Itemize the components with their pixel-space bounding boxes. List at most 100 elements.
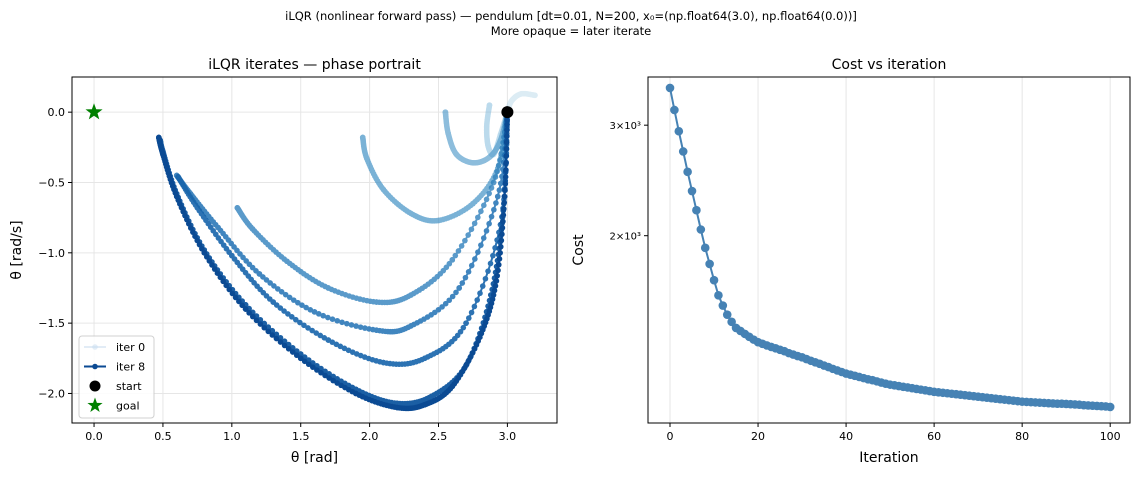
x-tick-label: 2.0 (361, 430, 379, 443)
x-tick-label: 0.0 (85, 430, 103, 443)
x-tick-label: 0.5 (154, 430, 172, 443)
iterate-point (325, 314, 331, 321)
iterate-point (501, 199, 508, 206)
suptitle-line2: More opaque = later iterate (491, 24, 652, 38)
iterate-point (482, 275, 489, 282)
iterate-point (484, 134, 490, 140)
iterate-point (484, 138, 491, 144)
iterate-point (209, 262, 215, 268)
iterate-point (509, 97, 515, 104)
cost-point (718, 301, 728, 310)
iterate-point (211, 266, 218, 272)
iterate-point (462, 274, 469, 281)
iterate-point (301, 322, 307, 329)
iterate-point (522, 90, 529, 97)
iterate-point (484, 115, 491, 121)
iterate-point (484, 139, 491, 146)
iterate-point (485, 143, 491, 149)
y-tick-label: −1.5 (38, 317, 65, 330)
iterate-point (278, 289, 285, 295)
x-tick-label: 80 (1015, 430, 1029, 443)
iterate-point (297, 319, 303, 326)
iterate-point (290, 297, 297, 303)
iterate-point (458, 243, 465, 249)
iterate-point (503, 160, 509, 166)
iterate-point (194, 237, 201, 244)
iterate-point (301, 358, 308, 365)
y-tick-label: −0.5 (38, 176, 65, 189)
phase-portrait-chart: 0.0 0.5 1.0 1.5 2.0 2.5 3.0 0.0 −0.5 −1.0 −1.5 −2.0… (9, 57, 558, 466)
iterate-point (265, 328, 272, 335)
iterate-point (293, 352, 300, 359)
iterate-point (315, 311, 322, 317)
iterate-point (456, 285, 462, 291)
iterate-point (446, 297, 453, 304)
iterate-point (455, 248, 462, 254)
iterate-point (498, 237, 505, 244)
iterate-point (223, 282, 230, 289)
cost-point (678, 147, 688, 156)
iterate-point (475, 249, 481, 255)
iterate-point (274, 286, 281, 292)
iterate-point (484, 121, 490, 128)
iterate-point (497, 180, 504, 187)
legend-star-icon (87, 397, 103, 412)
iterate-point (311, 309, 318, 315)
chart-title: Cost vs iteration (832, 57, 947, 73)
iterate-point (334, 317, 341, 324)
iterate-point (499, 231, 505, 237)
cost-point (683, 167, 692, 177)
iterate-point (499, 225, 506, 231)
iterate-point (485, 108, 492, 114)
iterate-point (466, 315, 472, 321)
iterate-point (484, 140, 491, 147)
iterate-point (520, 90, 526, 97)
iterate-point (483, 123, 490, 130)
iterate-point (343, 320, 350, 327)
iterate-point (220, 278, 227, 285)
iterate-point (465, 232, 471, 238)
iterate-point (330, 377, 336, 384)
iterate-point (486, 105, 492, 112)
y-axis-label: θ [rad/s] (9, 220, 25, 279)
iterate-series-5 (173, 109, 511, 335)
iterate-point (305, 325, 311, 331)
iterate-point (196, 241, 203, 248)
iterate-point (468, 226, 475, 233)
legend: iter 0 iter 8 start goal (78, 335, 155, 419)
iterate-point (175, 174, 181, 180)
iterate-point (487, 260, 494, 267)
cost-point (687, 186, 697, 196)
iterate-point (495, 162, 502, 169)
iterate-point (502, 187, 508, 194)
iterate-point (485, 144, 492, 150)
legend-label: iter 0 (116, 341, 145, 354)
iterate-point (507, 100, 514, 107)
x-tick-label: 2.5 (430, 430, 448, 443)
iterate-point (508, 98, 515, 104)
iterate-point (483, 123, 490, 130)
iterate-point (508, 98, 514, 105)
iterate-point (521, 90, 527, 97)
iterate-point (475, 214, 481, 221)
iterate-point (484, 116, 491, 123)
iterate-point (493, 278, 500, 284)
iterate-point (483, 196, 490, 203)
iterate-point (485, 145, 492, 151)
iterate-point (453, 289, 459, 296)
iterate-point (199, 245, 205, 252)
iterate-point (309, 327, 315, 334)
iterate-point (253, 317, 260, 324)
iterate-point (320, 312, 327, 319)
iterate-point (452, 252, 459, 259)
iterate-point (486, 102, 493, 108)
iterate-point (484, 113, 491, 119)
iterate-point (503, 146, 510, 152)
iterate-point (442, 300, 449, 307)
iterate-point (474, 297, 481, 303)
iterate-point (214, 270, 221, 276)
iterate-point (488, 185, 495, 191)
iterate-point (492, 283, 499, 289)
iterate-point (493, 200, 499, 206)
